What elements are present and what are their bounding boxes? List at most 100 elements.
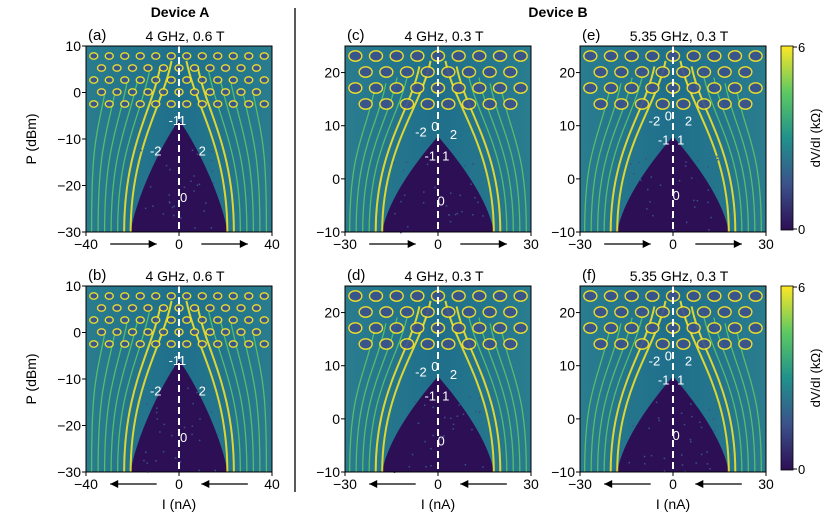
panel-f-fringe-right-4 xyxy=(724,323,756,473)
panel-c-ring-1-4 xyxy=(441,66,456,78)
panel-d-fringe-left-2 xyxy=(368,311,409,473)
panel-b-ring-2-9 xyxy=(228,316,238,324)
panel-d-speckle-10 xyxy=(479,410,481,413)
panel-a-step-label-1: -1 xyxy=(169,113,181,128)
panel-b-step-label-3: 1 xyxy=(179,353,186,368)
panel-c-ring-3-0 xyxy=(358,98,373,110)
panel-c-step-label-0: -2 xyxy=(415,124,427,139)
panel-a-ylabel: P (dBm) xyxy=(23,113,39,164)
panel-c-ring-1-6 xyxy=(482,66,497,78)
panel-b-ring-4-3 xyxy=(135,340,145,348)
panel-d-ytick-label-0: 20 xyxy=(324,305,340,321)
panel-d-ring-0-6 xyxy=(472,290,487,302)
panel-e-speckle-4 xyxy=(652,214,654,217)
panel-d-ring-3-4 xyxy=(441,338,456,350)
panel-b-ring-3-3 xyxy=(143,328,153,336)
panel-b-speckle-15 xyxy=(143,459,145,462)
panel-a-speckle-11 xyxy=(149,186,152,188)
panel-c-speckle-17 xyxy=(405,161,408,163)
panel-e-ring-0-0 xyxy=(583,50,598,62)
panel-f-speckle-0 xyxy=(706,451,708,453)
panel-f-step-label-4: 1 xyxy=(677,372,684,387)
panel-d-speckle-20 xyxy=(425,465,427,468)
panel-c-step-label-3: -1 xyxy=(424,148,436,163)
panel-d-speckle-8 xyxy=(462,413,465,416)
panel-d-fringe-right-2 xyxy=(467,311,508,473)
panel-b-ring-4-1 xyxy=(104,340,114,348)
panel-f-ring-3-0 xyxy=(593,338,608,350)
panel-f-speckle-10 xyxy=(690,403,692,405)
panel-e-label: (e) xyxy=(582,27,600,44)
panel-d-ring-1-3 xyxy=(420,306,435,318)
panel-b-ring-4-6 xyxy=(182,340,192,348)
panel-a-ring-0-4 xyxy=(151,52,161,60)
panel-b-ring-2-10 xyxy=(244,316,254,324)
panel-a-ring-0-8 xyxy=(213,52,223,60)
panel-a-ring-1-1 xyxy=(112,64,122,72)
panel-f-speckle-12 xyxy=(712,418,715,420)
panel-d-speckle-26 xyxy=(475,410,477,413)
panel-d-speckle-11 xyxy=(452,428,454,430)
colorbar-top-label-6: 6 xyxy=(798,40,805,55)
panel-f-ring-1-5 xyxy=(696,306,712,318)
colorbar-top-title: dV/dI (kΩ) xyxy=(808,109,823,168)
panel-e-speckle-25 xyxy=(710,216,712,219)
panel-c-speckle-20 xyxy=(461,210,463,213)
panel-b-speckle-2 xyxy=(183,426,186,429)
panel-a-ring-4-0 xyxy=(89,100,99,108)
panel-c-speckle-27 xyxy=(426,163,429,166)
panel-e-ring-3-2 xyxy=(634,98,650,110)
panel-b-ring-0-0 xyxy=(89,292,99,300)
panel-b-xtick-label-0: −40 xyxy=(74,476,98,492)
panel-d-ytick-label-1: 10 xyxy=(324,358,340,374)
panel-a-ring-3-3 xyxy=(143,88,153,96)
panel-a-ring-2-11 xyxy=(259,76,269,84)
panel-c-xtick-label-0: −30 xyxy=(333,236,357,252)
panel-a-ring-2-4 xyxy=(151,76,161,84)
colorbar-top-label-0: 0 xyxy=(798,222,805,237)
panel-e-speckle-29 xyxy=(671,217,673,220)
panel-e-speckle-22 xyxy=(646,208,648,210)
panel-b-ring-0-6 xyxy=(182,292,192,300)
panel-a-fringe-left-4 xyxy=(103,83,128,233)
panel-a-title: 4 GHz, 0.6 T xyxy=(145,28,225,44)
panel-b-speckle-10 xyxy=(203,390,206,392)
panel-e-ring-2-6 xyxy=(707,82,722,94)
panel-b-ring-3-6 xyxy=(189,328,200,336)
panel-f-sweep-arrow-head-1 xyxy=(695,480,704,488)
panel-d-step-label-2: 2 xyxy=(450,367,457,382)
panel-c-xtick-label-2: 30 xyxy=(523,236,539,252)
panel-c-ring-2-1 xyxy=(368,82,384,94)
panel-b-ring-1-2 xyxy=(127,304,138,312)
panel-c-ring-0-2 xyxy=(389,50,404,62)
panel-f-ring-0-8 xyxy=(748,290,763,302)
panel-f-fringe-right-2 xyxy=(702,311,743,473)
panel-f-speckle-20 xyxy=(691,415,693,418)
panel-a-ring-1-9 xyxy=(236,64,246,72)
panel-f-ring-1-1 xyxy=(614,306,629,318)
panel-d-xtick-label-0: −30 xyxy=(333,476,357,492)
panel-d-ring-0-2 xyxy=(389,290,404,302)
panel-e-speckle-15 xyxy=(650,176,653,178)
panel-f-sweep-arrow-head-0 xyxy=(604,480,613,488)
panel-c-title: 4 GHz, 0.3 T xyxy=(404,28,484,44)
panel-e-ytick-label-0: 20 xyxy=(559,65,575,81)
panel-f-ring-2-5 xyxy=(686,322,701,334)
panel-b-speckle-22 xyxy=(217,434,219,436)
panel-c-speckle-0 xyxy=(423,191,425,193)
panel-e-ring-1-0 xyxy=(593,66,608,78)
panel-a-fringe-right-4 xyxy=(230,83,255,233)
panel-b-speckle-19 xyxy=(155,460,157,462)
panel-f-ytick-label-0: 20 xyxy=(559,305,575,321)
panel-c-ring-2-6 xyxy=(472,82,487,94)
panel-a-step-label-3: 1 xyxy=(179,113,186,128)
panel-f-ring-0-1 xyxy=(603,290,619,302)
panel-b-ring-1-6 xyxy=(189,304,200,312)
panel-f-speckle-8 xyxy=(628,461,630,464)
panel-a-ring-1-6 xyxy=(189,64,200,72)
panel-a-step-label-4: 0 xyxy=(180,190,187,205)
panel-d-speckle-19 xyxy=(478,397,481,399)
